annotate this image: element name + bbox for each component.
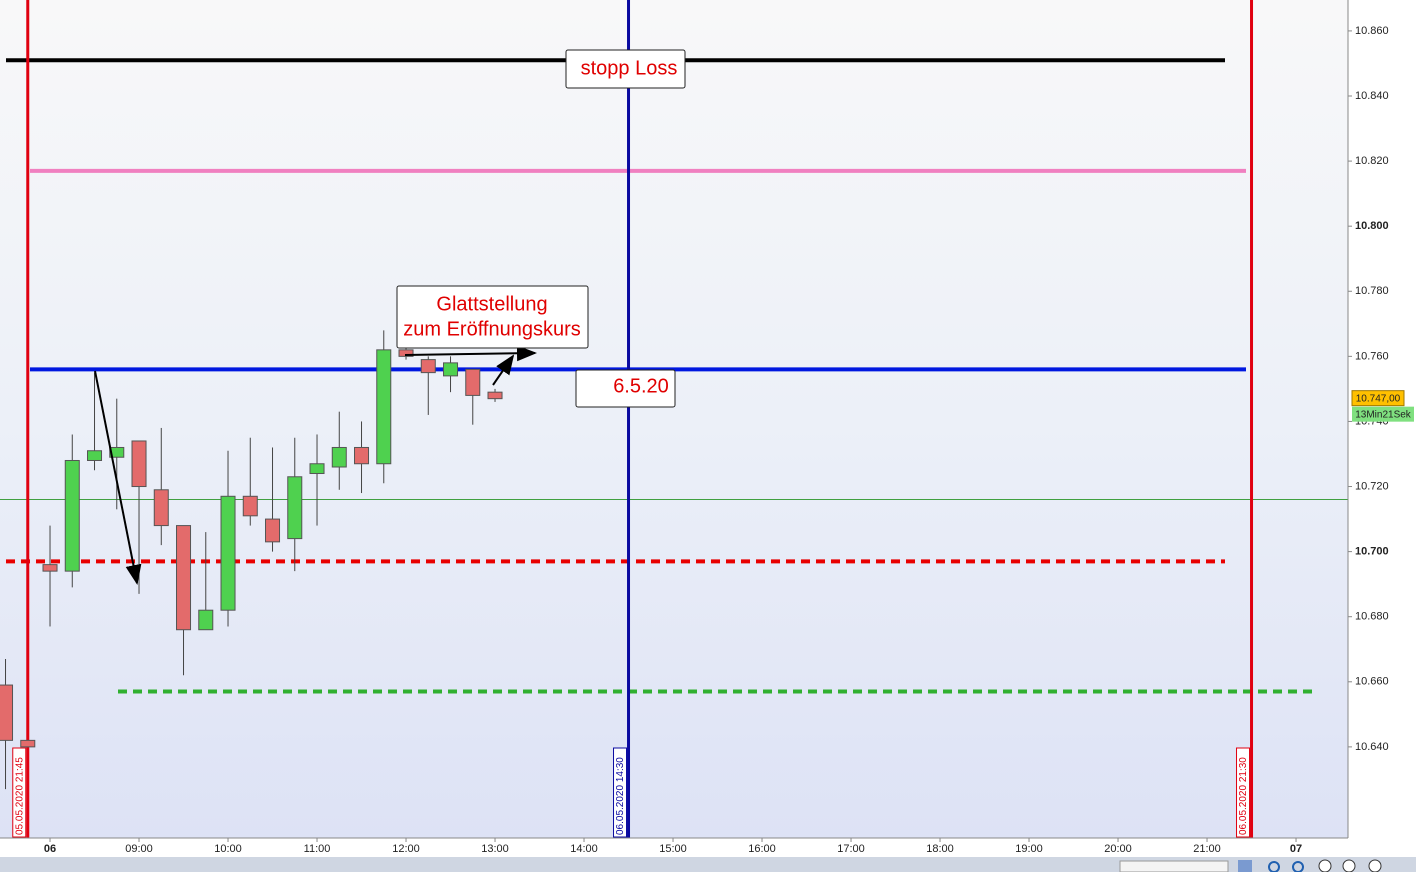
candle-body [0, 684, 14, 741]
annotation-close: Glattstellung zum Eröffnungskurs [396, 285, 589, 349]
x-tick-label: 15:00 [659, 843, 687, 855]
x-tick-label: 14:00 [570, 843, 598, 855]
date-label: 05.05.2020 21:45 [14, 757, 25, 835]
candle-body [354, 446, 370, 465]
x-tick-label: 16:00 [748, 843, 776, 855]
annotation-date: 6.5.20 [575, 369, 676, 408]
y-tick-label: 10.640 [1355, 741, 1389, 753]
zoom-out-button[interactable] [1342, 859, 1356, 872]
candle-body [287, 476, 303, 540]
annotation-text: 6.5.20 [613, 375, 669, 397]
toolbar [0, 857, 1416, 872]
candle-body [465, 368, 481, 396]
x-tick-label: 21:00 [1193, 843, 1221, 855]
undo-button[interactable] [1268, 861, 1280, 872]
annotation-text: zum Eröffnungskurs [403, 318, 581, 340]
x-tick-label: 13:00 [481, 843, 509, 855]
candle-body [64, 459, 80, 572]
candle-body [109, 446, 125, 458]
plot-area [0, 0, 1348, 838]
y-tick-label: 10.660 [1355, 676, 1389, 688]
date-label-box [1236, 747, 1251, 838]
date-label-box [12, 747, 27, 838]
candle-body [309, 463, 325, 475]
date-label-box [613, 747, 628, 838]
annotation-text: stopp Loss [581, 57, 678, 79]
candle-body [420, 359, 436, 374]
candle-body [398, 349, 414, 357]
candle-body [242, 495, 258, 517]
y-tick-label: 10.720 [1355, 480, 1389, 492]
x-tick-label: 09:00 [125, 843, 153, 855]
candle-body [87, 450, 103, 461]
x-tick-label: 06 [44, 843, 56, 855]
candle-body [443, 362, 459, 377]
x-tick-label: 11:00 [304, 843, 331, 855]
x-tick-label: 10:00 [214, 843, 242, 855]
calendar-button[interactable] [1238, 860, 1252, 872]
date-label: 06.05.2020 21:30 [1238, 757, 1249, 835]
last-price-label: 10.747,00 [1356, 393, 1401, 404]
x-tick-label: 12:00 [392, 843, 420, 855]
candle-body [198, 609, 214, 631]
candle-body [131, 440, 147, 488]
redo-button[interactable] [1292, 861, 1304, 872]
annotation-stop: stopp Loss [565, 49, 686, 89]
candle-body [220, 495, 236, 611]
y-tick-label: 10.680 [1355, 611, 1389, 623]
y-tick-label: 10.700 [1355, 546, 1389, 558]
timer: 13Min21Sek [1355, 409, 1412, 420]
zoom-fit-button[interactable] [1318, 859, 1332, 872]
x-tick-label: 17:00 [837, 843, 865, 855]
y-tick-label: 10.780 [1355, 285, 1389, 297]
y-tick-label: 10.820 [1355, 155, 1389, 167]
y-tick-label: 10.760 [1355, 350, 1389, 362]
candle-body [153, 489, 169, 527]
zoom-in-button[interactable] [1368, 859, 1382, 872]
candle-body [331, 446, 347, 468]
y-tick-label: 10.840 [1355, 90, 1389, 102]
x-tick-label: 20:00 [1104, 843, 1132, 855]
y-tick-label: 10.800 [1355, 220, 1389, 232]
candle-body [176, 525, 192, 631]
candle-body [42, 564, 58, 572]
date-label: 06.05.2020 14:30 [615, 757, 626, 835]
price-marker: 10.747,00 13Min21Sek [1351, 390, 1414, 422]
candle-body [376, 349, 392, 465]
candle-body [265, 518, 281, 543]
candle-body [487, 391, 503, 400]
scrollbar[interactable] [1119, 860, 1229, 872]
candle-body [20, 739, 36, 748]
x-tick-label: 18:00 [926, 843, 954, 855]
arrows [94, 345, 537, 585]
x-tick-label: 07 [1290, 843, 1302, 855]
annotation-text: Glattstellung [436, 293, 547, 315]
x-tick-label: 19:00 [1015, 843, 1043, 855]
y-tick-label: 10.860 [1355, 25, 1389, 37]
